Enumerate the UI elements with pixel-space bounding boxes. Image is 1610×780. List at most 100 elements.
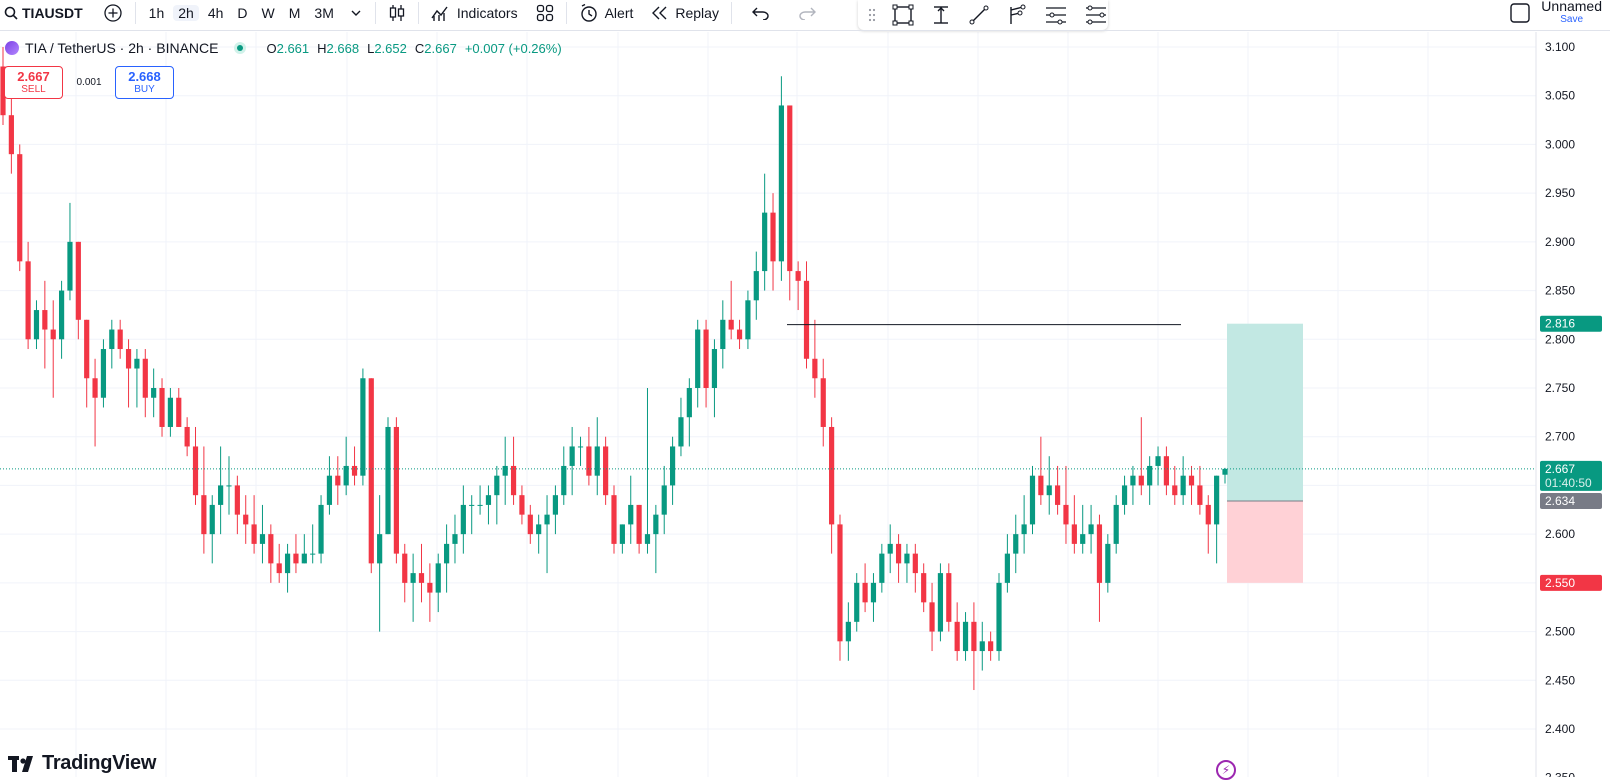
price-tick-label: 2.400	[1545, 722, 1575, 736]
indicators-icon	[431, 6, 448, 21]
price-tick-label: 2.450	[1545, 673, 1575, 687]
price-axis-bg	[1536, 32, 1610, 777]
templates-button[interactable]	[530, 1, 560, 25]
chevron-down-icon[interactable]	[349, 6, 363, 20]
candle-body	[577, 446, 584, 448]
candle-body	[151, 388, 157, 398]
candle-body	[845, 621, 851, 642]
settings-lines-icon[interactable]	[1084, 4, 1108, 26]
last-price-tag: 2.667	[1545, 462, 1575, 476]
chart-type-button[interactable]	[382, 1, 412, 25]
buy-button[interactable]: 2.668 BUY	[115, 66, 174, 99]
replay-button[interactable]: Replay	[645, 1, 725, 25]
high-key: H	[317, 40, 327, 56]
interval-w[interactable]: W	[261, 5, 275, 21]
interval-4h[interactable]: 4h	[207, 5, 224, 21]
spread-value: 0.001	[76, 77, 102, 88]
lightning-icon[interactable]: ⚡	[1216, 760, 1236, 780]
price-tick-label: 2.600	[1545, 527, 1575, 541]
candle-body	[527, 514, 533, 535]
candle-body	[561, 465, 567, 496]
pitchfork-tool-icon[interactable]	[1006, 4, 1028, 26]
stop-zone	[1227, 501, 1303, 583]
candle-body	[427, 582, 433, 593]
candle-body	[209, 504, 215, 535]
open-key: O	[266, 40, 277, 56]
candle-body	[50, 329, 56, 340]
candle-body	[862, 582, 868, 603]
candle-body	[1155, 456, 1161, 466]
candle-body	[510, 465, 517, 496]
close-value: 2.667	[424, 40, 457, 56]
candle-body	[17, 154, 23, 262]
candle-body	[360, 378, 366, 476]
interval-d[interactable]: D	[237, 5, 248, 21]
interval-1h[interactable]: 1h	[148, 5, 165, 21]
candle-body	[176, 397, 182, 427]
alert-button[interactable]: Alert	[573, 1, 640, 25]
candle-body	[293, 553, 299, 564]
candle-body	[912, 553, 918, 574]
candle-body	[134, 358, 140, 369]
compare-symbol-button[interactable]	[97, 1, 129, 25]
candle-body	[1021, 524, 1027, 535]
trend-line-tool-icon[interactable]	[968, 4, 990, 26]
redo-button[interactable]	[792, 1, 822, 25]
candle-body	[879, 553, 885, 583]
candle-body	[1222, 468, 1228, 475]
bar-countdown: 01:40:50	[1545, 476, 1592, 490]
candle-body	[477, 504, 483, 506]
candle-body	[485, 495, 492, 505]
candle-body	[887, 543, 893, 554]
undo-button[interactable]	[746, 1, 776, 25]
sell-button[interactable]: 2.667 SELL	[4, 66, 63, 99]
multi-line-tool-icon[interactable]	[1044, 4, 1068, 26]
interval-m[interactable]: M	[288, 5, 301, 21]
candle-body	[25, 261, 31, 340]
layout-name-button[interactable]: Unnamed Save	[1541, 0, 1602, 26]
candle-body	[502, 465, 508, 476]
toolbar-divider	[417, 2, 419, 24]
high-value: 2.668	[326, 40, 360, 56]
brand-name: TradingView	[42, 752, 157, 774]
legend-title[interactable]: TIA / TetherUS · 2h · BINANCE	[25, 40, 219, 56]
alarm-clock-icon	[580, 3, 597, 22]
indicators-button[interactable]: Indicators	[425, 1, 524, 25]
drag-handle-icon[interactable]	[868, 7, 876, 23]
candle-body	[695, 329, 701, 388]
change-value: +0.007 (+0.26%)	[464, 40, 562, 56]
layout-controls: Unnamed Save	[1509, 0, 1610, 26]
price-tick-label: 3.050	[1545, 89, 1575, 103]
save-label[interactable]: Save	[1560, 14, 1584, 25]
candle-body	[33, 310, 40, 340]
candle-body	[167, 397, 173, 427]
market-status-icon[interactable]	[234, 42, 247, 54]
symbol-search[interactable]: TIAUSDT	[0, 1, 89, 25]
candle-body	[452, 534, 458, 544]
tradingview-logo[interactable]: TradingView	[8, 752, 156, 775]
chart-legend: TIA / TetherUS · 2h · BINANCE O2.661 H2.…	[5, 40, 562, 56]
interval-2h[interactable]: 2h	[173, 5, 199, 21]
candle-body	[460, 504, 466, 535]
target-price-tag-bg	[1540, 315, 1602, 332]
candle-body	[653, 514, 659, 535]
candle-body	[644, 534, 651, 544]
candle-body	[469, 504, 475, 506]
search-icon	[4, 6, 18, 20]
candle-body	[837, 524, 843, 642]
candle-body	[184, 426, 190, 447]
candle-body	[100, 349, 107, 398]
candle-body	[1172, 485, 1178, 496]
rectangle-tool-icon[interactable]	[892, 4, 914, 26]
candle-body	[368, 378, 374, 564]
checkbox-icon[interactable]	[1509, 2, 1531, 24]
price-tick-label: 3.000	[1545, 137, 1575, 151]
candle-body	[988, 641, 994, 652]
price-range-tool-icon[interactable]	[930, 4, 952, 26]
candle-body	[619, 524, 625, 544]
interval-3m[interactable]: 3M	[314, 5, 334, 21]
candle-body	[310, 553, 316, 555]
candle-body	[795, 271, 801, 281]
price-tick-label: 2.800	[1545, 332, 1575, 346]
